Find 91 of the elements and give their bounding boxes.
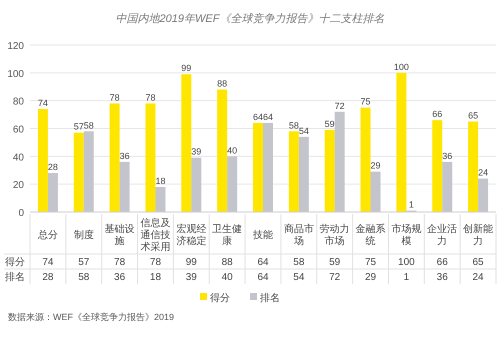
x-tick-label: 制度 — [74, 229, 94, 241]
x-tick-label: 卫生健康 — [212, 223, 242, 247]
text: 28 — [48, 162, 58, 172]
legend-label: 得分 — [210, 292, 230, 304]
x-tick-label: 金融系统 — [356, 223, 386, 247]
text: 72 — [334, 100, 345, 111]
data-label: 39 — [186, 272, 198, 283]
data-label: 28 — [42, 272, 54, 283]
data-label: 58 — [293, 257, 305, 268]
text: 58 — [84, 120, 94, 130]
x-tick-label: 技能 — [252, 229, 273, 241]
text: 100 — [394, 62, 409, 72]
text: 24 — [478, 168, 488, 178]
data-label: 88 — [222, 257, 234, 268]
bar — [396, 72, 406, 212]
data-label: 18 — [150, 272, 162, 283]
text: 58 — [288, 120, 299, 130]
bar — [360, 108, 371, 212]
data-label: 24 — [472, 272, 484, 283]
data-label: 100 — [398, 257, 416, 268]
x-tick-label: 创新能力 — [463, 223, 494, 247]
text: 18 — [155, 176, 166, 186]
text: 66 — [432, 109, 442, 120]
data-label: 59 — [329, 257, 341, 268]
text: 99 — [181, 63, 192, 74]
x-tick-label: 劳动力市场 — [320, 223, 350, 247]
x-tick-label: 宏观经济稳定 — [176, 223, 206, 247]
text: 59 — [324, 118, 335, 129]
data-label: 40 — [222, 272, 234, 283]
text: 36 — [442, 150, 452, 161]
bar — [181, 74, 192, 212]
bar — [468, 122, 478, 212]
text: 74 — [38, 98, 48, 108]
source-note: 数据来源：WEF《全球竞争力报告》2019 — [8, 312, 174, 322]
y-tick-label: 80 — [12, 96, 24, 108]
text: 排名 — [5, 272, 25, 283]
data-label: 64 — [257, 257, 269, 268]
y-tick-label: 20 — [12, 180, 24, 192]
bar — [324, 130, 335, 212]
text: 39 — [191, 146, 202, 157]
text: 64 — [262, 112, 274, 122]
text: 65 — [468, 110, 478, 121]
data-label: 64 — [257, 272, 269, 283]
bar — [217, 90, 228, 212]
text: 88 — [217, 78, 228, 89]
text: 64 — [252, 112, 264, 122]
text: 54 — [298, 126, 309, 136]
data-label: 78 — [150, 257, 162, 268]
data-label: 65 — [472, 257, 484, 268]
data-label: 1 — [404, 272, 410, 283]
data-label: 75 — [364, 257, 377, 268]
text: 57 — [74, 122, 84, 132]
x-tick-label: 企业活力 — [427, 223, 458, 247]
chart-title: 中国内地2019年WEF《全球竞争力报告》十二支柱排名 — [116, 12, 384, 25]
y-tick-label: 60 — [12, 124, 24, 136]
text: 40 — [227, 145, 238, 156]
x-tick-label: 商品市场 — [284, 223, 314, 247]
y-tick-label: 100 — [7, 68, 24, 80]
bar — [74, 132, 84, 212]
x-tick-label: 基础设施 — [104, 223, 135, 247]
data-label: 57 — [78, 257, 90, 268]
bar — [110, 103, 120, 212]
data-label: 99 — [186, 257, 198, 268]
bar — [288, 131, 299, 212]
text: 29 — [370, 160, 381, 171]
text: 得分 — [5, 257, 25, 268]
x-tick-label: 总分 — [36, 229, 58, 241]
data-label: 36 — [436, 272, 448, 283]
bar — [145, 103, 156, 212]
data-label: 78 — [114, 257, 126, 268]
y-tick-label: 120 — [7, 41, 24, 52]
data-label: 72 — [329, 272, 341, 283]
data-label: 36 — [114, 272, 126, 283]
text: 78 — [110, 92, 120, 102]
bar — [253, 122, 263, 212]
text: 1 — [408, 200, 414, 210]
bar — [432, 120, 442, 212]
data-label: 29 — [364, 272, 377, 283]
x-tick-label: 市场规模 — [391, 223, 422, 247]
data-label: 74 — [42, 257, 54, 268]
data-label: 54 — [293, 272, 305, 283]
text: 75 — [360, 96, 371, 107]
y-tick-label: 0 — [18, 208, 24, 219]
y-tick-label: 40 — [12, 152, 24, 164]
text: 36 — [120, 150, 130, 161]
text: 78 — [145, 92, 156, 102]
legend-label: 排名 — [260, 292, 280, 304]
x-tick-label: 信息及通信技术采用 — [140, 217, 170, 253]
data-label: 66 — [436, 257, 448, 268]
data-label: 58 — [78, 272, 90, 283]
bar — [38, 109, 48, 212]
